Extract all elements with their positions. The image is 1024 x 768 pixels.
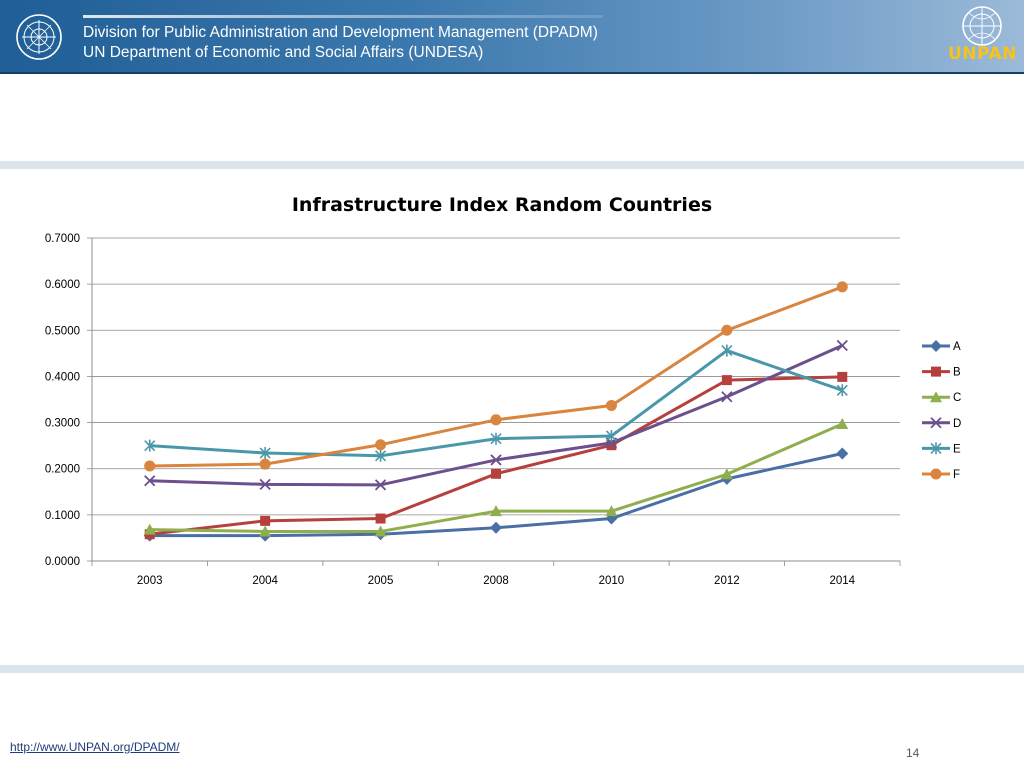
- unpan-logo-text: UNPAN: [948, 44, 1017, 64]
- data-point-f: [259, 458, 271, 470]
- data-point-e: [721, 344, 733, 357]
- legend-marker-e: [930, 442, 942, 455]
- data-point-b: [491, 468, 501, 479]
- data-point-f: [490, 414, 502, 426]
- x-tick-label: 2005: [368, 575, 394, 587]
- header-rule: [83, 15, 603, 18]
- data-point-f: [375, 439, 387, 451]
- footer-link[interactable]: http://www.UNPAN.org/DPADM/: [10, 740, 180, 754]
- data-point-e: [490, 432, 502, 445]
- data-point-d: [490, 454, 502, 466]
- legend-label-a: A: [953, 341, 961, 353]
- data-point-e: [259, 447, 271, 460]
- data-point-b: [721, 375, 732, 386]
- legend-label-f: F: [953, 469, 960, 481]
- data-point-c: [374, 525, 387, 537]
- data-point-e: [605, 429, 617, 442]
- y-tick-label: 0.4000: [45, 371, 80, 383]
- page-number: 14: [906, 746, 920, 760]
- y-tick-label: 0.3000: [45, 418, 80, 430]
- legend-label-d: D: [953, 418, 961, 430]
- chart-title: Infrastructure Index Random Countries: [291, 194, 713, 216]
- legend-label-c: C: [953, 392, 961, 404]
- data-point-c: [720, 468, 733, 480]
- x-tick-label: 2014: [829, 575, 855, 587]
- legend-label-b: B: [953, 367, 961, 379]
- data-point-d: [836, 339, 848, 352]
- data-point-c: [836, 417, 849, 429]
- legend-marker-b: [931, 366, 941, 377]
- x-tick-label: 2003: [137, 575, 163, 587]
- header-title: Division for Public Administration and D…: [83, 15, 603, 63]
- header-banner: [0, 0, 1024, 72]
- x-tick-label: 2012: [714, 575, 740, 587]
- data-point-f: [144, 460, 156, 472]
- un-emblem-icon: [16, 14, 62, 60]
- top-band: [0, 161, 1024, 169]
- y-tick-label: 0.5000: [45, 325, 80, 337]
- y-tick-label: 0.1000: [45, 510, 80, 522]
- data-point-b: [606, 440, 617, 451]
- data-point-c: [143, 523, 156, 535]
- x-tick-label: 2004: [252, 575, 278, 587]
- legend-marker-a: [930, 340, 942, 352]
- x-tick-label: 2010: [599, 575, 625, 587]
- data-point-e: [836, 384, 848, 397]
- x-tick-label: 2008: [483, 575, 509, 587]
- data-point-e: [375, 449, 387, 462]
- data-point-f: [836, 281, 848, 293]
- data-point-f: [605, 399, 617, 411]
- y-tick-label: 0.7000: [45, 233, 80, 245]
- data-point-a: [490, 521, 502, 534]
- legend-marker-d: [930, 417, 942, 429]
- y-tick-label: 0.2000: [45, 464, 80, 476]
- legend-marker-c: [930, 391, 942, 403]
- data-point-d: [259, 478, 271, 491]
- data-point-b: [837, 371, 848, 382]
- bottom-band: [0, 665, 1024, 673]
- data-point-d: [374, 479, 387, 491]
- data-point-f: [721, 324, 733, 336]
- data-point-c: [259, 525, 272, 537]
- y-tick-label: 0.6000: [45, 279, 80, 291]
- data-point-c: [605, 505, 618, 517]
- header-line-1: Division for Public Administration and D…: [83, 24, 598, 41]
- data-point-b: [260, 515, 271, 526]
- header-line-2: UN Department of Economic and Social Aff…: [83, 44, 484, 61]
- unpan-globe-icon: [962, 6, 1002, 46]
- data-point-d: [721, 391, 733, 403]
- y-tick-label: 0.0000: [45, 556, 80, 568]
- data-point-d: [144, 475, 156, 487]
- header-divider: [0, 72, 1024, 74]
- data-point-c: [490, 505, 502, 517]
- legend-label-e: E: [953, 443, 961, 455]
- data-point-a: [836, 447, 849, 460]
- data-point-b: [375, 513, 386, 524]
- legend-marker-f: [930, 468, 942, 480]
- data-point-e: [144, 439, 156, 452]
